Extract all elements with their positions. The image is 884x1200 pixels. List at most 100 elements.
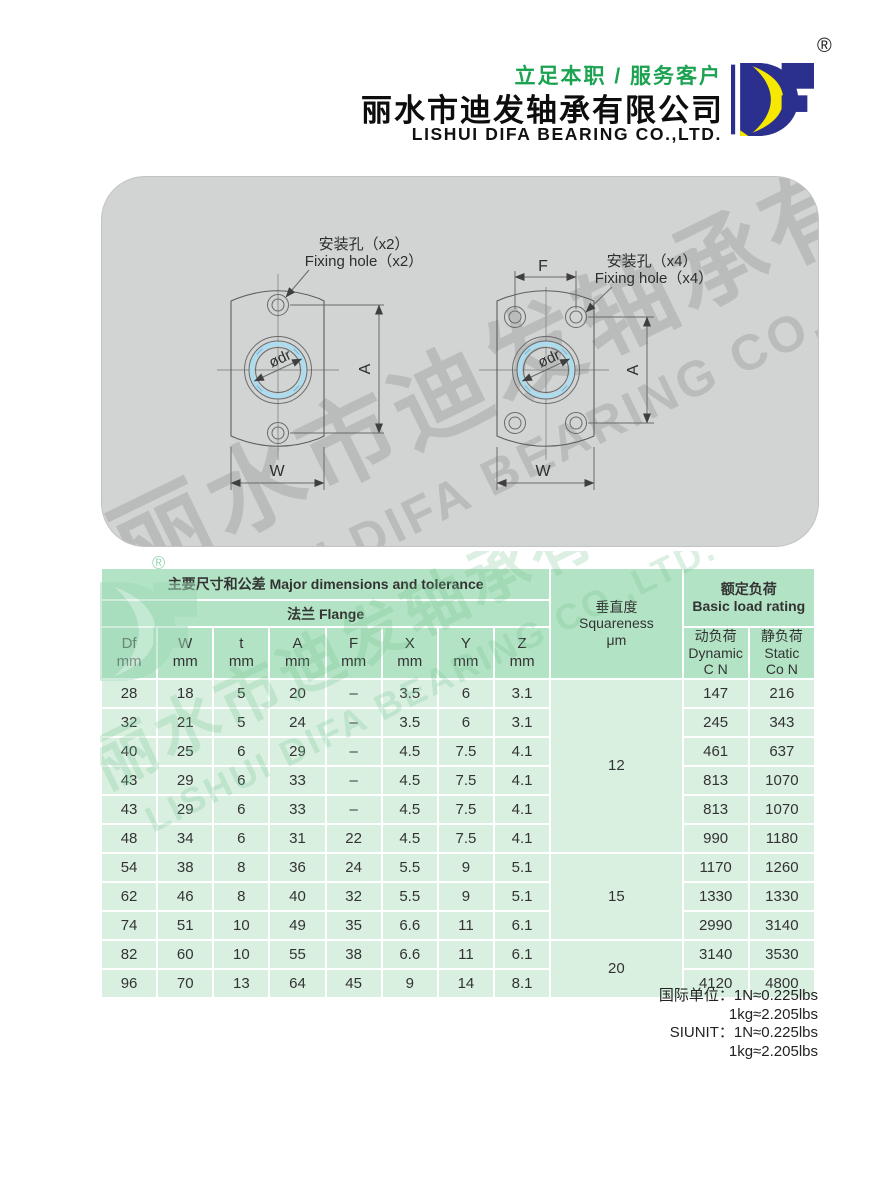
cell-dim-2: 5 <box>214 708 269 736</box>
cell-dynamic-load: 1330 <box>683 882 748 910</box>
cell-dim-7: 4.1 <box>494 737 550 765</box>
company-name-en: LISHUI DIFA BEARING CO.,LTD. <box>411 124 722 144</box>
fixing-hole-label-en: Fixing hole（x2） <box>305 253 423 270</box>
bore-diameter-label: ødr <box>535 346 563 371</box>
cell-dim-7: 8.1 <box>494 969 550 997</box>
cell-dim-0: 62 <box>102 882 157 910</box>
column-header-6: Y mm <box>438 628 493 678</box>
cell-dim-2: 6 <box>214 766 269 794</box>
dim-a-label: A <box>625 364 642 375</box>
cell-static-load: 4800 <box>749 969 814 997</box>
cell-dim-4: 22 <box>326 824 381 852</box>
cell-dim-4: – <box>326 679 381 707</box>
cell-dim-2: 6 <box>214 824 269 852</box>
cell-dynamic-load: 4120 <box>683 969 748 997</box>
cell-dim-3: 49 <box>270 911 325 939</box>
cell-dim-6: 6 <box>438 679 493 707</box>
cell-dim-6: 7.5 <box>438 766 493 794</box>
cell-dim-5: 5.5 <box>382 853 437 881</box>
table-row: 43 29 6 33–4.5 7.5 4.1 813 1070 <box>102 795 814 823</box>
cell-dynamic-load: 813 <box>683 795 748 823</box>
cell-dim-4: 38 <box>326 940 381 968</box>
cell-dim-7: 5.1 <box>494 853 550 881</box>
technical-drawing-panel: 丽水市迪发轴承有限公司 LISHUI DIFA BEARING CO.,LTD. <box>101 176 819 547</box>
cell-dim-7: 3.1 <box>494 679 550 707</box>
cell-dim-6: 11 <box>438 940 493 968</box>
cell-dim-6: 9 <box>438 882 493 910</box>
cell-static-load: 1260 <box>749 853 814 881</box>
cell-dim-0: 82 <box>102 940 157 968</box>
cell-dynamic-load: 2990 <box>683 911 748 939</box>
cell-dim-6: 9 <box>438 853 493 881</box>
dimensions-table: 主要尺寸和公差 Major dimensions and tolerance 垂… <box>100 567 816 999</box>
cell-dim-3: 33 <box>270 795 325 823</box>
cell-dim-3: 24 <box>270 708 325 736</box>
cell-dynamic-load: 990 <box>683 824 748 852</box>
cell-dim-6: 7.5 <box>438 795 493 823</box>
table-row: 62 46 8 40 32 5.5 9 5.1 1330 1330 <box>102 882 814 910</box>
column-header-7: Z mm <box>494 628 550 678</box>
table-row: 43 29 6 33–4.5 7.5 4.1 813 1070 <box>102 766 814 794</box>
cell-dim-1: 29 <box>158 795 213 823</box>
flange-drawings: ødr 安装孔（x2） Fixing hole（x2） A W <box>217 236 713 490</box>
table-row: 48 34 6 31 22 4.5 7.5 4.1 990 1180 <box>102 824 814 852</box>
table-row: 96 70 13 64 45 9 14 8.1 4120 4800 <box>102 969 814 997</box>
cell-dim-1: 70 <box>158 969 213 997</box>
cell-dynamic-load: 245 <box>683 708 748 736</box>
cell-dim-3: 33 <box>270 766 325 794</box>
cell-dim-3: 64 <box>270 969 325 997</box>
cell-dim-2: 10 <box>214 911 269 939</box>
fixing-hole-label-cn: 安装孔（x4） <box>607 253 698 270</box>
cell-dim-5: 3.5 <box>382 708 437 736</box>
df-logo-icon <box>731 62 814 137</box>
cell-dim-2: 10 <box>214 940 269 968</box>
cell-squareness: 20 <box>551 940 682 997</box>
cell-dim-2: 13 <box>214 969 269 997</box>
unit-conversion-note: 国际单位：1N≈0.225lbs 1kg≈2.205lbs SIUNIT：1N≈… <box>659 987 818 1061</box>
cell-dim-2: 6 <box>214 795 269 823</box>
table-row: 28 18 5 20–3.5 6 3.1 12 147 216 <box>102 679 814 852</box>
cell-dim-1: 38 <box>158 853 213 881</box>
cell-dim-6: 7.5 <box>438 824 493 852</box>
cell-static-load: 216 <box>749 679 814 707</box>
cell-dynamic-load: 147 <box>683 679 748 707</box>
group-header-load-rating: 额定负荷 Basic load rating <box>683 569 814 626</box>
column-header-0: Df mm <box>102 628 157 678</box>
table-row: 40 25 6 29–4.5 7.5 4.1 461 637 <box>102 737 814 765</box>
cell-squareness: 12 <box>551 679 682 852</box>
dim-w-label: W <box>269 463 285 480</box>
unit-line: 1kg≈2.205lbs <box>728 1005 818 1023</box>
cell-dim-6: 7.5 <box>438 737 493 765</box>
cell-dim-3: 36 <box>270 853 325 881</box>
table-row: 74 51 10 49 35 6.6 11 6.1 2990 3140 <box>102 911 814 939</box>
dim-f-label: F <box>538 258 548 275</box>
dim-w-label: W <box>535 463 551 480</box>
cell-static-load: 1070 <box>749 766 814 794</box>
bore-diameter-label: ødr <box>266 346 294 371</box>
column-header-squareness: 垂直度 Squareness μm <box>551 569 682 678</box>
cell-static-load: 1330 <box>749 882 814 910</box>
cell-dim-0: 28 <box>102 679 157 707</box>
cell-dim-6: 11 <box>438 911 493 939</box>
cell-dim-3: 55 <box>270 940 325 968</box>
drawing-2hole-flange: ødr 安装孔（x2） Fixing hole（x2） A W <box>217 236 423 490</box>
cell-dynamic-load: 813 <box>683 766 748 794</box>
fixing-hole-label-cn: 安装孔（x2） <box>319 236 410 253</box>
cell-dim-0: 74 <box>102 911 157 939</box>
table-row: 32 21 5 24–3.5 6 3.1 245 343 <box>102 708 814 736</box>
registered-trademark-icon: ® <box>817 35 832 57</box>
cell-dim-0: 43 <box>102 766 157 794</box>
cell-dim-1: 34 <box>158 824 213 852</box>
column-header-1: W mm <box>158 628 213 678</box>
cell-dim-1: 51 <box>158 911 213 939</box>
group-header-flange: 法兰 Flange <box>102 601 550 626</box>
cell-dim-4: 45 <box>326 969 381 997</box>
cell-dim-2: 6 <box>214 737 269 765</box>
cell-dim-4: – <box>326 737 381 765</box>
cell-dim-5: 4.5 <box>382 737 437 765</box>
cell-squareness: 15 <box>551 853 682 939</box>
cell-dim-5: 4.5 <box>382 766 437 794</box>
cell-dim-5: 6.6 <box>382 911 437 939</box>
unit-line: SIUNIT：1N≈0.225lbs <box>669 1024 818 1041</box>
column-header-4: F mm <box>326 628 381 678</box>
